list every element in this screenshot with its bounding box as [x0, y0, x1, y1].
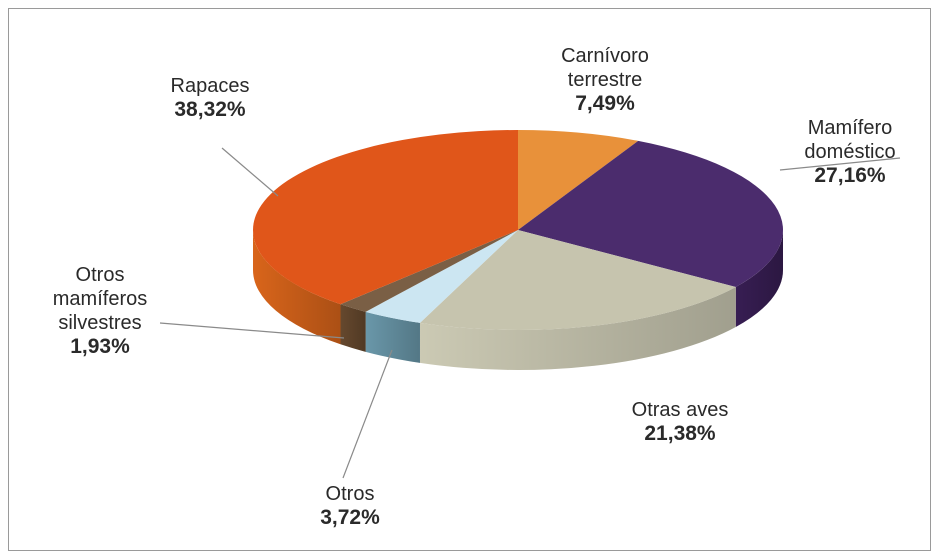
slice-label-otras-aves: Otras aves 21,38%	[590, 398, 770, 446]
slice-value: 1,93%	[70, 335, 130, 358]
slice-otros-mamiferos-silvestres	[340, 230, 518, 312]
leader-otros-mamiferos-silvestres	[159, 322, 345, 339]
slice-carnivoro-terrestre	[518, 130, 639, 230]
slice-name: Carnívoro	[561, 45, 649, 67]
slice-side-shade	[419, 286, 736, 370]
slice-name: terrestre	[567, 69, 643, 91]
slice-value: 7,49%	[575, 92, 635, 115]
slice-name: Otros	[325, 483, 375, 505]
slice-value: 21,38%	[644, 422, 716, 445]
leader-otros	[342, 349, 393, 479]
slice-name: Mamífero	[807, 117, 893, 139]
slice-value: 38,32%	[174, 98, 246, 121]
slice-name: Otros	[75, 264, 125, 286]
slice-label-otros-mamiferos-silvestres: Otros mamíferos silvestres 1,93%	[30, 263, 170, 359]
slice-label-rapaces: Rapaces 38,32%	[150, 74, 270, 122]
slice-rapaces	[252, 130, 518, 305]
slice-label-otros: Otros 3,72%	[290, 482, 410, 530]
slice-label-carnivoro-terrestre: Carnívoro terrestre 7,49%	[530, 44, 680, 116]
slice-label-mamifero-domestico: Mamífero doméstico 27,16%	[775, 116, 925, 188]
leader-rapaces	[221, 147, 279, 197]
slice-side-shade	[365, 311, 420, 363]
slice-mamifero-domestico	[518, 140, 783, 287]
slice-name: mamíferos	[52, 288, 148, 310]
leader-mamifero-domestico	[779, 157, 901, 171]
slice-side-shade	[253, 230, 341, 345]
slice-value: 27,16%	[814, 164, 886, 187]
slice-side-shade	[340, 304, 366, 352]
slice-otras-aves	[419, 230, 736, 330]
slice-value: 3,72%	[320, 506, 380, 529]
slice-otros	[365, 230, 518, 323]
slice-name: Otras aves	[631, 399, 729, 421]
slice-name: silvestres	[58, 312, 142, 334]
slice-side-shade	[735, 230, 783, 327]
slice-name: doméstico	[804, 141, 896, 163]
chart-frame	[8, 8, 931, 551]
slice-name: Rapaces	[170, 75, 250, 97]
